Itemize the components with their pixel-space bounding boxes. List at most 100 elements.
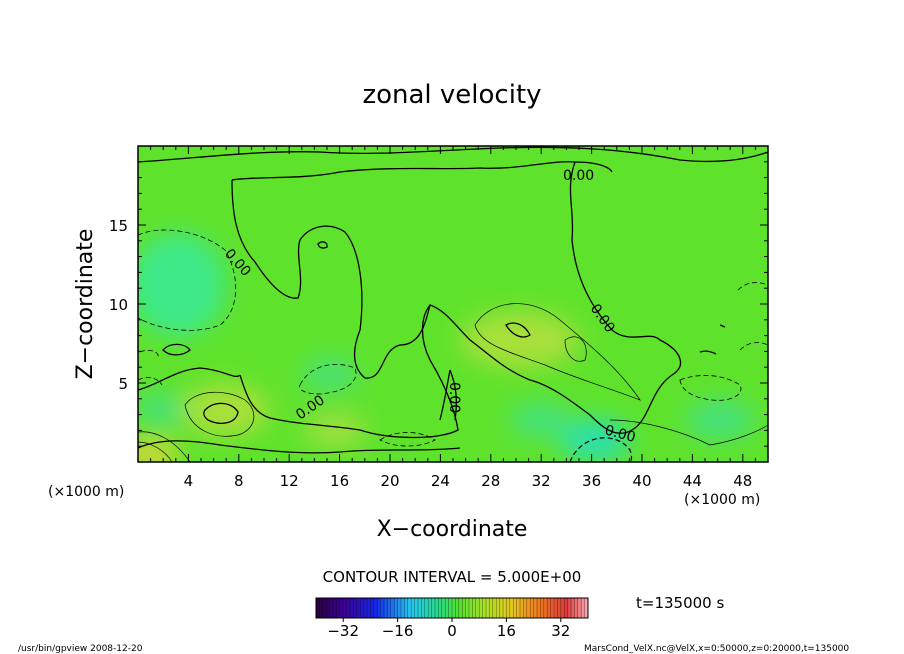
colorbar-tick-label: 0 [447,622,457,640]
colorbar-swatch [407,598,412,618]
colorbar [315,598,589,618]
y-axis-label: Z−coordinate [73,229,98,380]
colorbar-swatch [523,598,528,618]
colorbar-swatch [472,598,477,618]
colorbar-tick-label: −32 [327,622,359,640]
colorbar-swatch [547,598,551,618]
colorbar-swatch [516,598,521,618]
contour-negative-lower-left [138,350,163,386]
colorbar-swatch [370,598,375,618]
x-axis-ticks: 4 8 12 16 20 24 28 32 36 40 44 48 [150,146,756,490]
contour-zero-top [138,146,768,163]
colorbar-swatch [554,598,558,618]
colorbar-tick-label: 32 [551,622,570,640]
contour-small-loop [162,343,191,356]
colorbar-swatch [346,598,351,618]
contour-negative-mid [299,364,357,395]
color-blob [510,402,570,438]
x-tick-label: 48 [733,472,752,490]
colorbar-swatch [543,598,548,618]
contour-negative-right [679,375,742,401]
colorbar-swatch [418,598,422,618]
color-blob [685,400,755,440]
colorbar-swatch [421,598,426,618]
x-tick-label: 12 [280,472,299,490]
colorbar-swatch [319,598,324,618]
color-blob [460,312,580,368]
contour-interval-bottom-right [609,419,768,446]
contour-small-loop [317,241,328,249]
colorbar-swatch [373,598,378,618]
colorbar-swatch [499,598,504,618]
colorbar-swatch [326,598,330,618]
contour-interval-bottom-left [138,431,191,462]
contour-zero-lower [138,367,461,454]
colorbar-ticks: −32 −16 0 16 32 [327,618,570,640]
colorbar-swatch [394,598,398,618]
color-blob [302,357,358,393]
colorbar-swatch [411,598,415,618]
contour-label: 0.00 [603,422,637,446]
colorbar-swatch [509,598,514,618]
colorbar-swatch [441,598,446,618]
colorbar-tick-label: −16 [382,622,414,640]
contour-zero-main [231,161,682,439]
color-blob [138,233,226,337]
colorbar-swatch [465,598,470,618]
colorbar-swatch [452,598,456,618]
colorbar-swatch [550,598,555,618]
x-tick-label: 16 [330,472,349,490]
colorbar-swatch [479,598,483,618]
colorbar-swatch [462,598,466,618]
x-axis-label: X−coordinate [377,517,528,542]
footer-right: MarsCond_VelX.nc@VelX,x=0:50000,z=0:2000… [584,644,849,654]
colorbar-swatch [360,598,364,618]
plot-area: 0.00 0.00 0.00 0.00 0.00 0.00 [138,146,768,462]
colorbar-swatch [356,598,361,618]
colorbar-swatch [367,598,371,618]
y-axis-ticks: 5 10 15 [109,161,768,447]
y-tick-label: 15 [109,217,128,235]
colorbar-swatch [448,598,453,618]
contour-zero-mid [439,369,457,421]
colorbar-swatch [492,598,497,618]
colorbar-swatch [469,598,473,618]
contour-zero-left-lobe [231,179,431,379]
colorbar-swatch [530,598,534,618]
colorbar-swatch [574,598,579,618]
colorbar-swatch [424,598,429,618]
colorbar-swatch [577,598,582,618]
contour-small-loop [699,324,726,355]
color-blob [560,418,630,462]
color-blob [138,392,185,428]
colorbar-swatch [435,598,439,618]
colorbar-swatch [540,598,545,618]
x-tick-label: 44 [683,472,702,490]
colorbar-swatch [496,598,500,618]
colorbar-swatch [567,598,572,618]
contour-positive-left [203,402,239,424]
colorbar-swatch [350,598,354,618]
chart-title: zonal velocity [362,80,541,110]
colorbar-swatch [339,598,344,618]
colorbar-swatch [513,598,517,618]
colorbar-swatch [571,598,575,618]
x-tick-label: 32 [532,472,551,490]
color-blob [138,440,180,462]
contour-label: 0.00 [446,382,462,413]
colorbar-swatch [428,598,432,618]
contour-interval-left [184,391,255,437]
colorbar-swatch [390,598,395,618]
colorbar-swatch [557,598,562,618]
contour-negative-right-2 [737,282,768,351]
colorbar-swatch [414,598,419,618]
x-tick-label: 8 [234,472,244,490]
x-tick-label: 40 [632,472,651,490]
colorbar-swatch [438,598,443,618]
colorbar-swatch [581,598,585,618]
colorbar-swatch [506,598,511,618]
x-tick-label: 36 [582,472,601,490]
colorbar-swatch [404,598,409,618]
x-axis-unit-left: (×1000 m) [48,484,124,500]
colorbar-swatch [397,598,402,618]
